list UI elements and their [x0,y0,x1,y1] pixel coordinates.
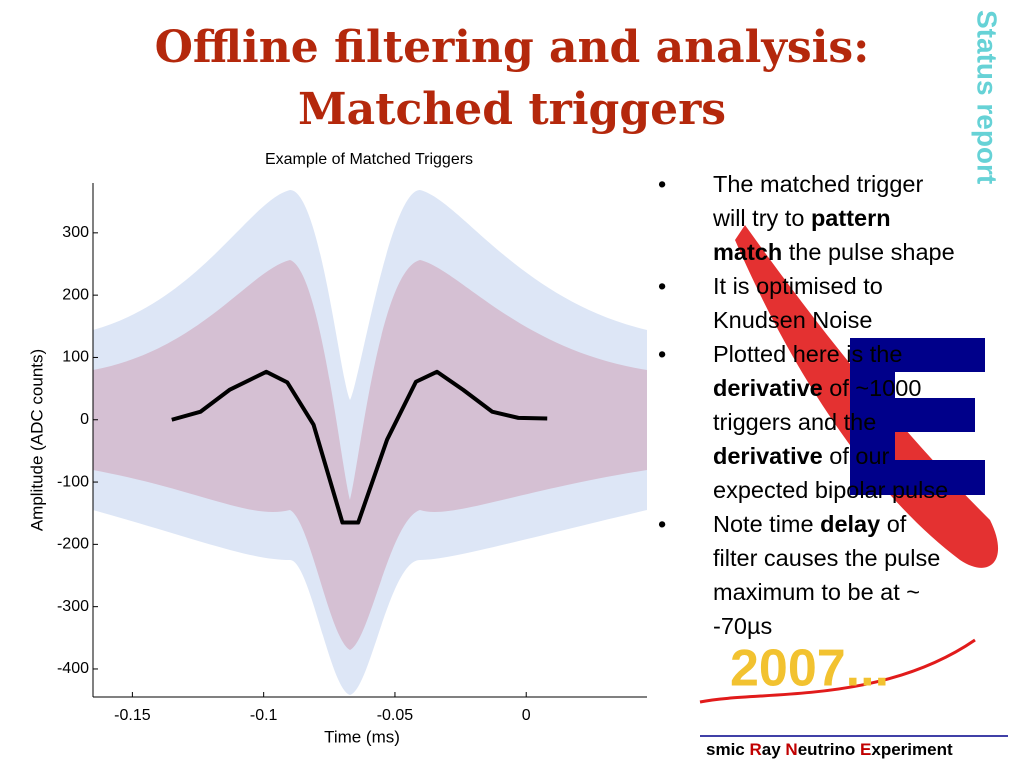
y-tick-label: -300 [57,598,89,615]
footer-segment: N [785,740,798,759]
noise-envelope [93,190,647,695]
x-tick-label: -0.15 [114,707,151,724]
footer-segment: E [860,740,872,759]
sidebar-label: Status report [972,10,1003,184]
y-tick-label: 100 [62,349,89,366]
bullet-text: Note time delay of filter causes the pul… [713,507,955,643]
bullet-symbol: • [658,341,667,367]
bullet-symbol: • [658,171,667,197]
y-tick-label: -200 [57,536,89,553]
y-tick-label: 0 [80,411,89,428]
bullet-segment: Plotted here is the [713,341,903,367]
x-tick-label: 0 [522,707,531,724]
title-line: Offline filtering and analysis: [154,22,870,73]
bullet-segment: of filter causes the pulse maximum to be… [713,511,941,639]
y-tick-label: -100 [57,473,89,490]
logo-e [850,338,985,495]
footer-segment: ay [761,740,786,759]
bullet-segment: The matched trigger will try to [713,171,924,231]
bullet-segment: It is optimised to Knudsen Noise [713,273,883,333]
bullet-text: It is optimised to Knudsen Noise [713,269,955,337]
bullet-segment: of our expected bipolar pulse [713,443,949,503]
bullet-segment: delay [820,511,881,537]
bullet: • Plotted here is the derivative of ~1000… [655,337,955,507]
bullet-text: The matched trigger will try to pattern … [713,167,955,269]
noise-core [93,260,647,650]
x-tick-label: -0.1 [250,707,278,724]
x-axis-label: Time (ms) [324,727,400,746]
year-badge: 2007... [730,640,889,698]
footer-segment: smic [706,740,750,759]
logo-arc [699,638,976,704]
title-line: Matched triggers [297,84,727,135]
bullet: • Note time delay of filter causes the pu… [655,507,955,643]
footer-segment: R [749,740,762,759]
bullet-segment: pattern match [713,205,891,265]
bullet-segment: derivative [713,443,823,469]
y-tick-label: 200 [62,286,89,303]
pulse-line [171,369,548,525]
footer: smic Ray Neutrino Experiment [706,740,953,760]
chart: Example of Matched Triggers Time (ms) Ampl… [27,151,647,746]
bullet-segment: Note time [713,511,821,537]
bullet: • It is optimised to Knudsen Noise [655,269,955,337]
bullet-segment: derivative [713,375,823,401]
bullet-segment: the pulse shape [782,239,955,265]
y-axis-label: Amplitude (ADC counts) [27,349,46,531]
bullet-segment: of ~1000 triggers and the [713,375,922,435]
y-tick-label: -400 [57,660,89,677]
chart-title: Example of Matched Triggers [265,151,473,168]
footer-segment: xperiment [871,740,953,759]
footer-segment: eutrino [797,740,861,759]
bullet-symbol: • [658,273,667,299]
bullet-text: Plotted here is the derivative of ~1000 … [713,337,955,507]
y-tick-label: 300 [62,224,89,241]
bullet: • The matched trigger will try to pattern… [655,167,955,269]
bullet-symbol: • [658,511,667,537]
bullet-list: • The matched trigger will try to pattern… [655,167,955,643]
x-tick-label: -0.05 [377,707,414,724]
